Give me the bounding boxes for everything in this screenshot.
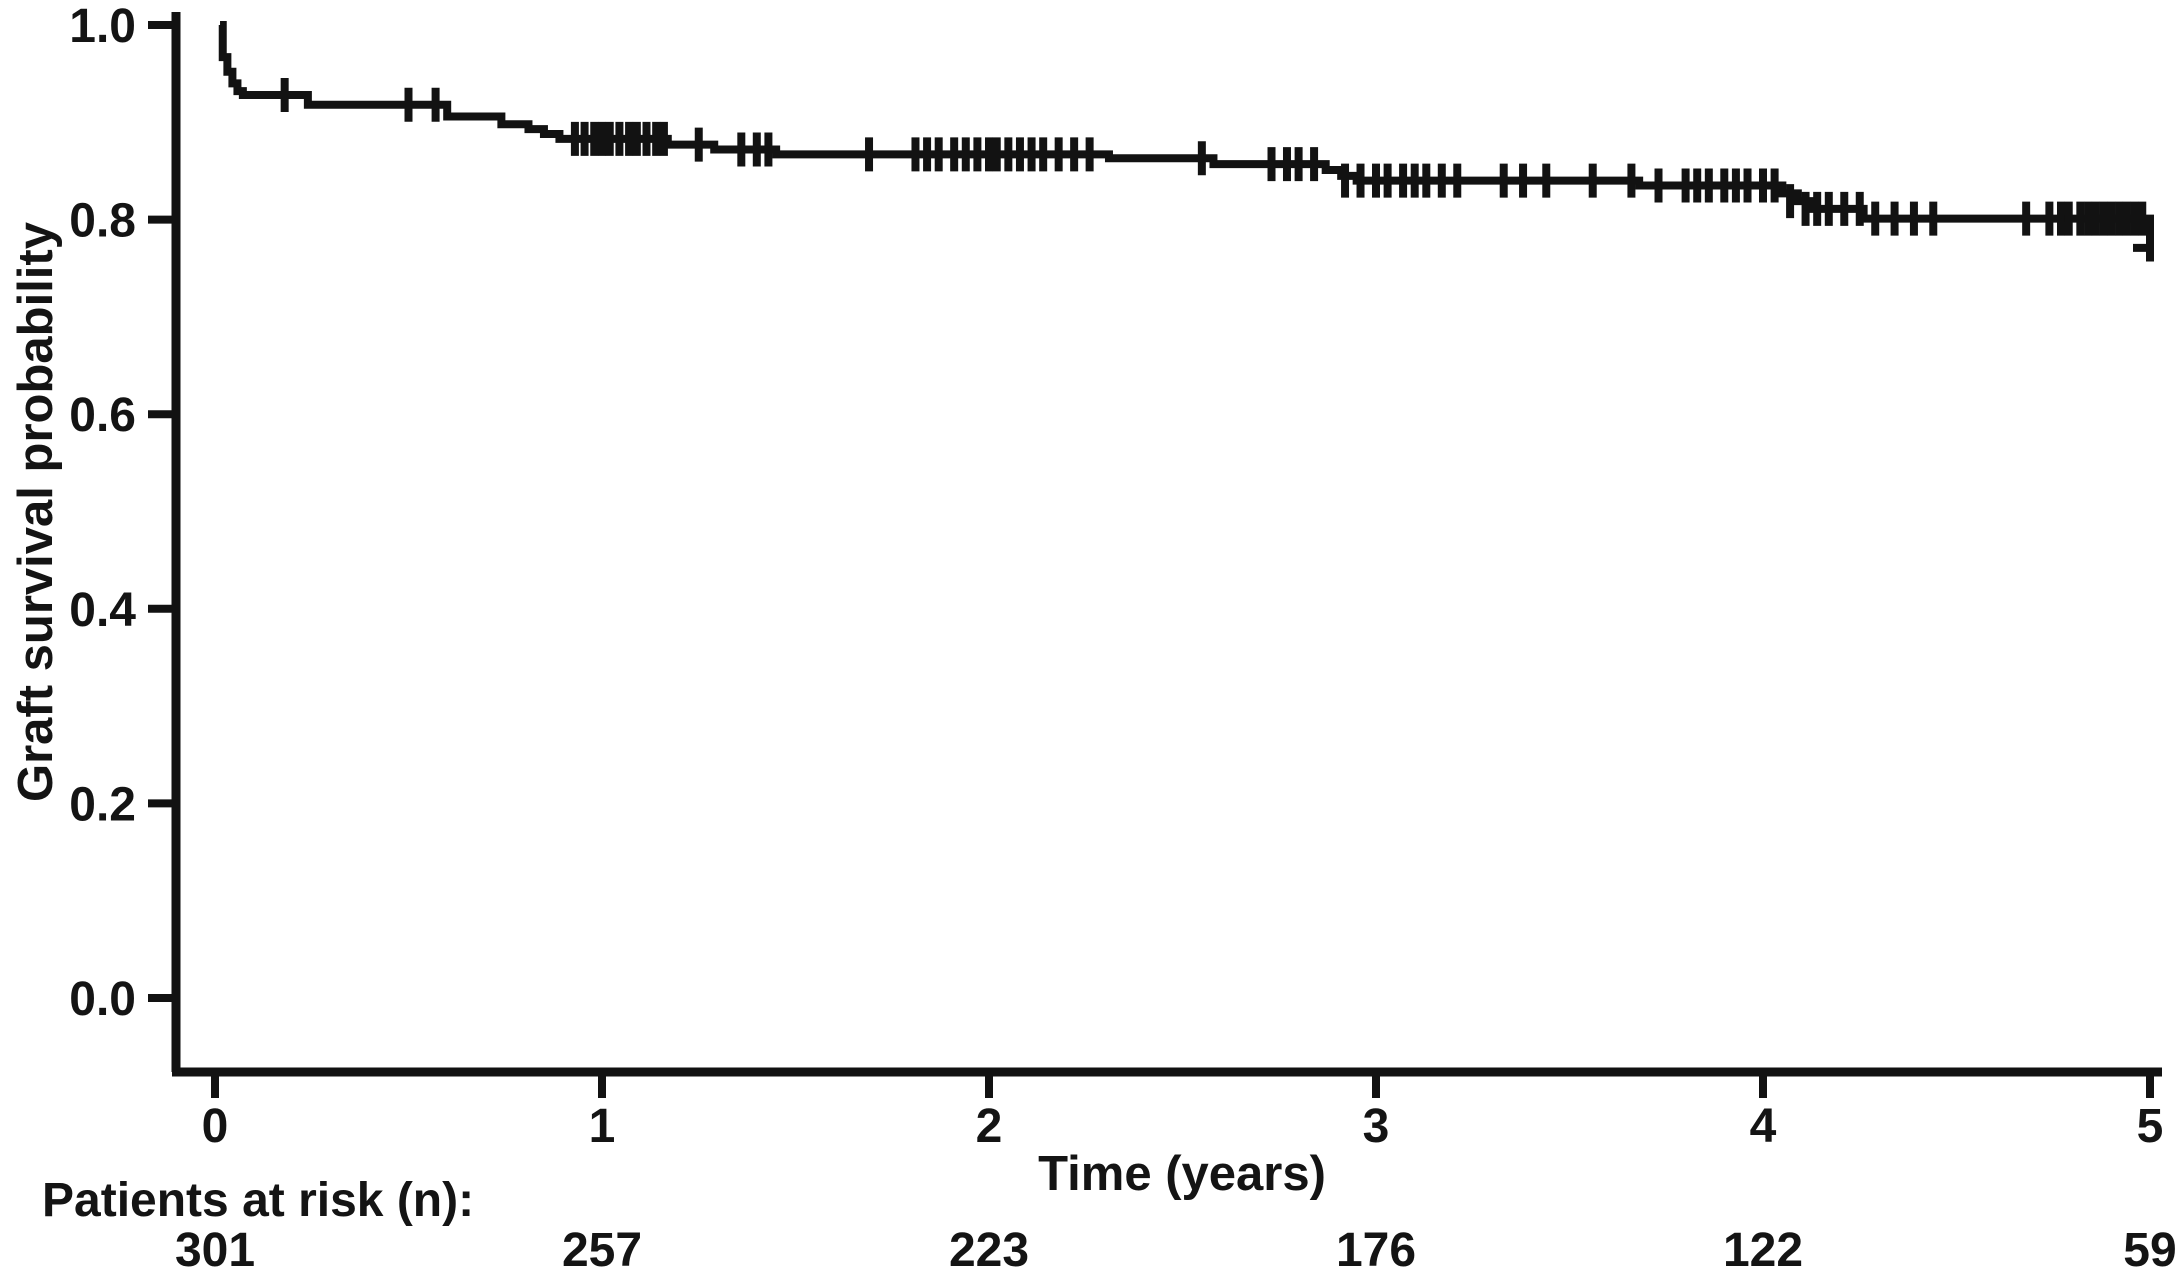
patients-at-risk-label: Patients at risk (n): — [42, 1174, 474, 1227]
x-axis-ticks: 0 1 2 3 4 5 — [202, 1072, 2164, 1153]
censor-marks — [280, 78, 2154, 252]
y-axis-ticks: 1.0 0.8 0.6 0.4 0.2 0.0 — [69, 0, 176, 1026]
x-tick-label: 0 — [202, 1100, 229, 1153]
at-risk-count: 176 — [1336, 1224, 1416, 1277]
at-risk-count: 122 — [1723, 1224, 1803, 1277]
at-risk-count: 59 — [2123, 1224, 2175, 1277]
at-risk-count: 257 — [562, 1224, 642, 1277]
x-tick-label: 3 — [1363, 1100, 1390, 1153]
at-risk-count: 301 — [175, 1224, 255, 1277]
y-axis-title: Graft survival probability — [9, 222, 63, 802]
x-axis-title: Time (years) — [1038, 1147, 1326, 1201]
survival-curve — [218, 21, 2154, 262]
y-tick-label: 0.8 — [69, 195, 136, 248]
x-tick-label: 4 — [1750, 1100, 1777, 1153]
y-tick-label: 0.4 — [69, 584, 136, 637]
x-tick-label: 2 — [976, 1100, 1003, 1153]
axes — [171, 12, 2162, 1077]
x-tick-label: 5 — [2137, 1100, 2164, 1153]
y-tick-label: 0.6 — [69, 389, 136, 442]
y-tick-label: 0.0 — [69, 973, 136, 1026]
at-risk-count: 223 — [949, 1224, 1029, 1277]
x-tick-label: 1 — [589, 1100, 616, 1153]
y-tick-label: 1.0 — [69, 0, 136, 53]
y-tick-label: 0.2 — [69, 778, 136, 831]
patients-at-risk-counts: 301 257 223 176 122 59 — [175, 1224, 2175, 1277]
